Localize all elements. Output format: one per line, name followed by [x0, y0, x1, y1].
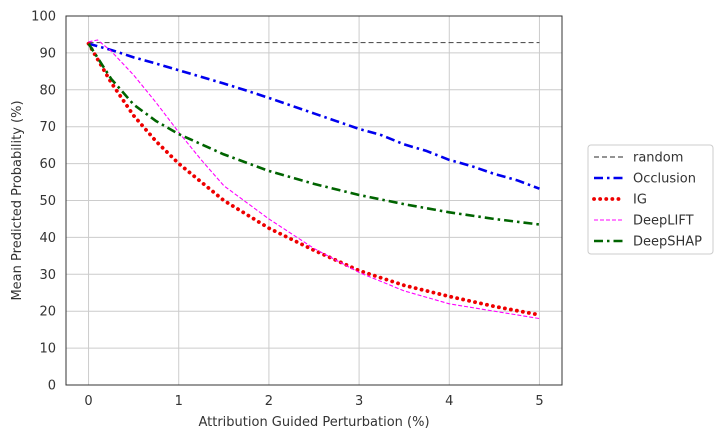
y-axis-label: Mean Predicted Probability (%) — [10, 100, 25, 300]
y-tick-label: 20 — [39, 305, 56, 320]
series-line-deepshap — [87, 42, 540, 226]
legend-label: Occlusion — [633, 172, 696, 187]
y-tick-label: 10 — [39, 342, 56, 357]
series-line-ig — [86, 41, 542, 317]
x-tick-label: 0 — [84, 394, 92, 409]
x-tick-label: 2 — [265, 394, 273, 409]
y-tick-label: 100 — [31, 10, 56, 25]
series-line-deeplift — [88, 39, 540, 320]
legend-label: IG — [633, 193, 647, 208]
plot-frame — [65, 15, 563, 386]
y-tick-label: 70 — [39, 120, 56, 135]
series-line-occlusion — [88, 42, 540, 190]
y-tick-label: 90 — [39, 46, 56, 61]
legend-label: random — [633, 151, 683, 166]
x-tick-label: 3 — [355, 394, 363, 409]
y-tick-label: 30 — [39, 268, 56, 283]
grid-lines — [66, 15, 562, 386]
y-axis-ticks: 0 10 20 30 40 50 60 70 80 90 100 — [31, 10, 56, 394]
series-layer — [86, 39, 542, 320]
y-tick-label: 80 — [39, 83, 56, 98]
x-tick-label: 1 — [175, 394, 183, 409]
x-axis-label: Attribution Guided Perturbation (%) — [198, 415, 429, 430]
x-tick-label: 5 — [535, 394, 543, 409]
x-tick-label: 4 — [445, 394, 453, 409]
legend-label: DeepLIFT — [633, 214, 694, 229]
y-tick-label: 40 — [39, 231, 56, 246]
legend-label: DeepSHAP — [633, 235, 702, 250]
legend-box — [587, 144, 714, 255]
y-tick-label: 60 — [39, 157, 56, 172]
legend: random Occlusion IG DeepLIFT DeepSHAP — [587, 144, 714, 255]
x-axis-ticks: 0 1 2 3 4 5 — [84, 394, 543, 409]
y-tick-label: 0 — [48, 379, 56, 394]
y-tick-label: 50 — [39, 194, 56, 209]
